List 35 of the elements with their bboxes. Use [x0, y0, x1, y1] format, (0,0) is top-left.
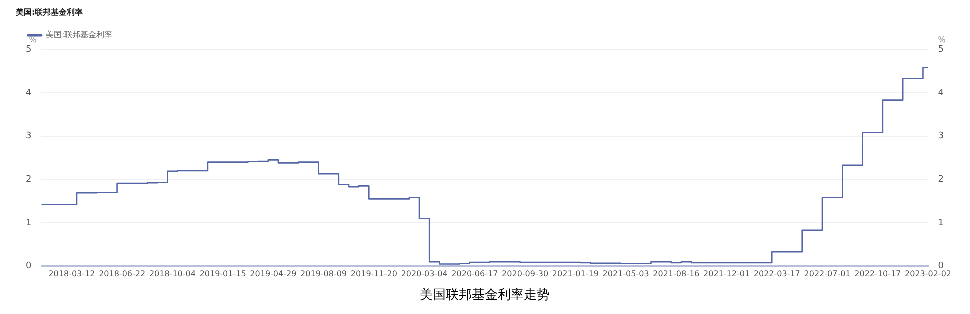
x-tick-label: 2018-03-12 [48, 269, 96, 278]
y-tick-label: 5 [26, 44, 32, 55]
x-tick-label: 2020-03-04 [401, 269, 448, 278]
y2-tick-label: 0 [938, 262, 944, 272]
y2-tick-label: 4 [938, 88, 944, 98]
x-tick-label: 2018-06-22 [99, 269, 146, 278]
x-tick-label: 2019-08-09 [300, 269, 348, 278]
text: 美国联邦基金利率走势 [419, 287, 551, 304]
x-tick-label: 2020-09-30 [502, 269, 549, 278]
x-tick-label: 2022-03-17 [754, 269, 800, 278]
x-tick-label: 2022-07-01 [804, 269, 851, 278]
x-tick-label: 2019-01-15 [200, 269, 246, 278]
y2-tick-label: 1 [938, 218, 944, 228]
x-tick-label: 2018-10-04 [149, 269, 196, 278]
y-tick-label: 0 [26, 262, 32, 272]
y-tick-label: 3 [26, 132, 32, 142]
y-tick-label: 1 [26, 218, 32, 228]
legend-label: 美国:联邦基金利率 [46, 30, 113, 40]
x-tick-label: 2022-10-17 [854, 269, 902, 278]
x-tick-label: 2021-08-16 [653, 269, 700, 278]
y-tick-label: 2 [26, 175, 32, 186]
y2-axis-title: % [938, 36, 946, 45]
y2-tick-label: 2 [938, 175, 944, 186]
x-tick-label: 2021-05-03 [602, 269, 650, 278]
x-tick-label: 2021-12-01 [704, 269, 750, 278]
x-tick-label: 2020-06-17 [452, 269, 498, 278]
y-axis-title: % [29, 36, 38, 45]
x-tick-label: 2021-01-19 [552, 269, 599, 278]
x-tick-label: 2023-02-02 [905, 269, 952, 278]
x-tick-label: 2019-11-20 [350, 269, 398, 278]
y-tick-label: 4 [26, 88, 32, 98]
y2-tick-label: 3 [938, 132, 944, 142]
y2-tick-label: 5 [938, 44, 944, 55]
chart-title: 美国:联邦基金利率 [15, 6, 84, 17]
x-tick-label: 2019-04-29 [250, 269, 297, 278]
